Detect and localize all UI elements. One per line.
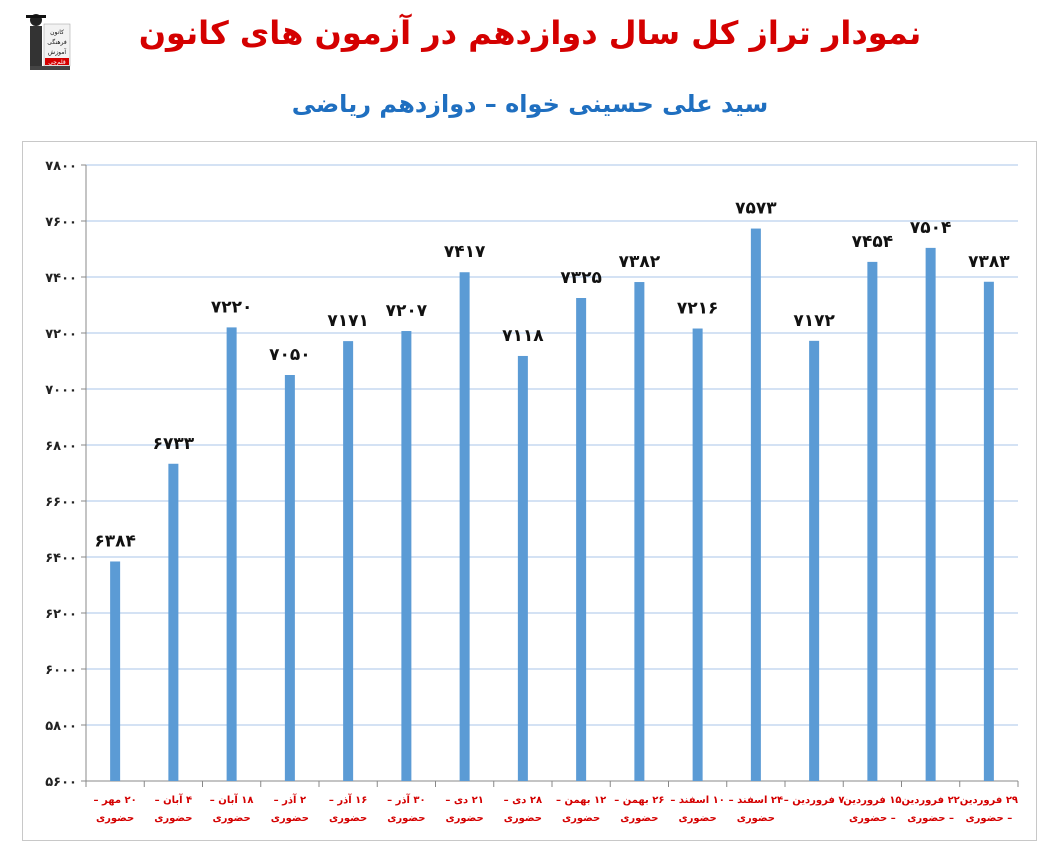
data-label: ۷۴۵۴ <box>852 232 894 252</box>
data-label: ۶۳۸۴ <box>94 531 136 551</box>
bar <box>576 298 587 781</box>
y-tick-label: ۶۲۰۰ <box>45 607 77 622</box>
bar <box>168 463 179 781</box>
data-label: ۷۳۸۲ <box>619 252 661 272</box>
data-label: ۷۱۷۱ <box>327 311 369 331</box>
x-tick-label: – حضوری <box>907 813 954 824</box>
y-tick-label: ۶۸۰۰ <box>45 439 77 454</box>
x-tick-label: ۲۸ دی – <box>504 795 542 806</box>
data-label: ۷۱۷۲ <box>793 311 835 331</box>
bar <box>343 341 354 781</box>
x-tick-label: حضوری <box>562 813 600 824</box>
x-tick-label: ۴ آبان – <box>155 793 193 806</box>
x-tick-label: حضوری <box>678 813 716 824</box>
x-tick-label: حضوری <box>96 813 134 824</box>
bar <box>867 261 878 781</box>
y-tick-label: ۷۸۰۰ <box>45 159 77 174</box>
x-tick-label: حضوری <box>387 813 425 824</box>
x-tick-label: ۲۱ دی – <box>445 795 483 806</box>
x-tick-label: ۱۵ فروردین <box>843 795 901 806</box>
x-tick-label: ۲۴ اسفند – <box>729 795 784 806</box>
data-label: ۷۵۰۴ <box>910 218 952 238</box>
y-tick-label: ۶۰۰۰ <box>45 663 77 678</box>
x-tick-label: حضوری <box>620 813 658 824</box>
bar <box>517 355 528 781</box>
logo-line-3: آموزش <box>48 47 67 56</box>
chart-title: نمودار تراز کل سال دوازدهم در آزمون های … <box>138 14 922 52</box>
logo-line-4: قلم‌چی <box>48 59 66 66</box>
x-tick-label: ۲۰ مهر – <box>94 795 137 806</box>
data-label: ۷۲۲۰ <box>211 297 253 317</box>
data-label: ۷۱۱۸ <box>502 326 544 346</box>
bar <box>401 331 412 781</box>
logo-line-2: فرهنگی <box>47 38 67 46</box>
bar <box>110 561 121 781</box>
bar <box>750 228 761 781</box>
bar <box>692 328 703 781</box>
x-tick-label: حضوری <box>504 813 542 824</box>
x-tick-label: – حضوری <box>966 813 1013 824</box>
bar <box>284 375 295 781</box>
bar <box>983 281 994 781</box>
x-tick-label: ۷ فروردین – <box>784 795 845 806</box>
logo-line-1: کانون <box>50 29 64 36</box>
bar <box>634 282 645 781</box>
x-tick-label: حضوری <box>737 813 775 824</box>
data-label: ۷۰۵۰ <box>269 345 311 365</box>
x-tick-label: حضوری <box>329 813 367 824</box>
x-tick-label: حضوری <box>212 813 250 824</box>
bar <box>459 272 470 781</box>
x-tick-label: ۲۶ بهمن – <box>614 795 664 806</box>
x-tick-label: ۱۲ بهمن – <box>556 795 606 806</box>
y-tick-label: ۵۶۰۰ <box>45 775 77 790</box>
x-tick-label: ۲ آذر – <box>274 793 306 806</box>
x-tick-label: حضوری <box>154 813 192 824</box>
bar <box>925 247 936 781</box>
data-label: ۷۳۸۳ <box>968 252 1010 272</box>
x-tick-label: – حضوری <box>849 813 896 824</box>
kanoon-logo: کانون فرهنگی آموزش قلم‌چی <box>22 10 74 80</box>
data-label: ۷۲۰۷ <box>386 301 428 321</box>
x-tick-label: ۲۹ فروردین <box>960 795 1018 806</box>
data-label: ۷۴۱۷ <box>444 242 486 262</box>
x-tick-label: حضوری <box>445 813 483 824</box>
y-tick-label: ۶۶۰۰ <box>45 495 77 510</box>
data-label: ۶۷۳۳ <box>153 434 195 454</box>
data-label: ۷۳۲۵ <box>560 268 602 288</box>
chart-subtitle: سید علی حسینی خواه – دوازدهم ریاضی <box>291 90 769 118</box>
data-label: ۷۲۱۶ <box>677 299 719 319</box>
x-tick-label: ۱۰ اسفند – <box>670 795 725 806</box>
x-tick-label: حضوری <box>271 813 309 824</box>
y-tick-label: ۷۲۰۰ <box>45 327 77 342</box>
bar <box>809 340 820 781</box>
y-tick-label: ۷۰۰۰ <box>45 383 77 398</box>
y-tick-label: ۶۴۰۰ <box>45 551 77 566</box>
x-tick-label: ۱۸ آبان – <box>210 793 254 806</box>
x-tick-label: ۳۰ آذر – <box>387 793 426 806</box>
x-tick-label: ۲۲ فروردین <box>901 795 959 806</box>
y-tick-label: ۷۶۰۰ <box>45 215 77 230</box>
data-label: ۷۵۷۳ <box>735 199 777 219</box>
x-tick-label: ۱۶ آذر – <box>329 793 368 806</box>
y-tick-label: ۷۴۰۰ <box>45 271 77 286</box>
y-tick-label: ۵۸۰۰ <box>45 719 77 734</box>
bar <box>226 327 237 781</box>
